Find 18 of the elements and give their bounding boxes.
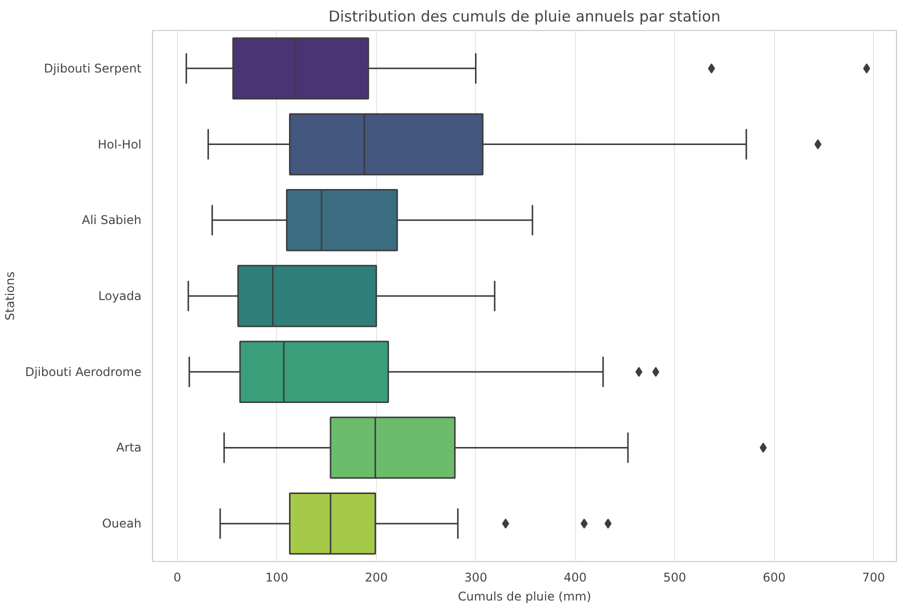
y-tick-label: Djibouti Aerodrome — [25, 364, 142, 379]
y-tick-label: Arta — [116, 440, 142, 455]
y-tick-label: Loyada — [98, 289, 142, 303]
y-tick-label: Ali Sabieh — [82, 213, 142, 228]
x-tick-label: 500 — [663, 570, 686, 584]
y-tick-label: Hol-Hol — [98, 137, 142, 152]
x-axis-title: Cumuls de pluie (mm) — [458, 590, 592, 604]
y-tick-label: Oueah — [102, 516, 142, 531]
y-tick-label: Djibouti Serpent — [44, 61, 142, 76]
x-tick-label: 300 — [464, 570, 488, 584]
x-tick-label: 400 — [564, 570, 587, 584]
chart-title: Distribution des cumuls de pluie annuels par station — [328, 8, 721, 26]
y-axis-title: Stations — [3, 272, 18, 320]
x-tick-label: 200 — [364, 570, 388, 584]
x-tick-label: 0 — [174, 570, 182, 584]
x-tick-label: 600 — [762, 570, 786, 584]
x-tick-label: 100 — [265, 570, 288, 584]
x-tick-label: 700 — [862, 570, 886, 584]
